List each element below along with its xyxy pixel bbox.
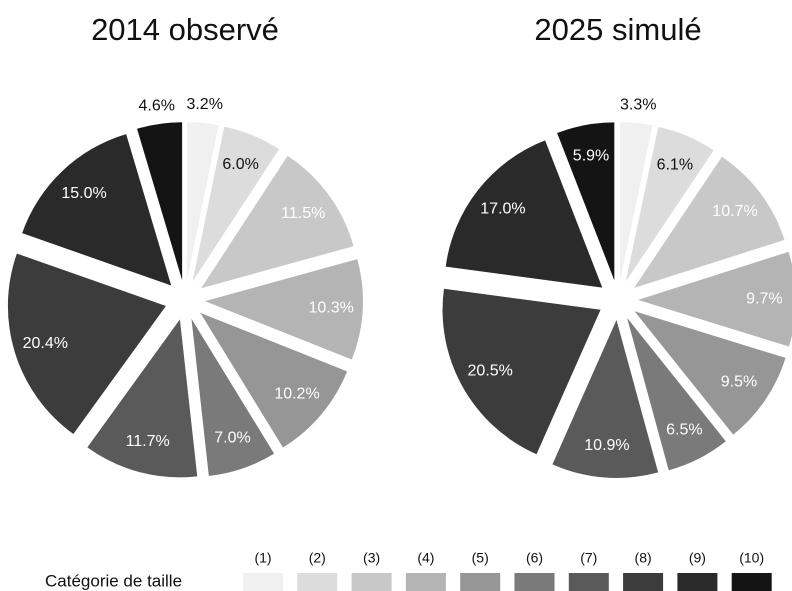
slice-label: 11.5% <box>281 205 325 222</box>
pie-slice <box>87 319 198 478</box>
slice-label: 7.0% <box>214 430 250 447</box>
slice-label: 6.5% <box>666 422 702 439</box>
legend-label: (4) <box>417 550 434 566</box>
legend-swatch <box>731 573 772 591</box>
slice-label: 10.3% <box>308 299 353 316</box>
slice-label: 10.7% <box>712 203 757 220</box>
legend-label: (7) <box>580 550 597 566</box>
pie-slice <box>445 140 603 288</box>
pie-slice <box>442 288 601 455</box>
legend-swatch <box>243 573 283 591</box>
pie-slice <box>187 122 219 281</box>
slice-label: 20.5% <box>468 363 513 380</box>
slice-label: 11.7% <box>126 433 170 450</box>
pie-slice <box>634 311 786 435</box>
legend-title: Catégorie de taille <box>45 571 182 590</box>
legend-swatch <box>460 573 501 591</box>
pie-slice <box>633 156 785 288</box>
legend-label: (6) <box>526 550 543 566</box>
pie-slice <box>22 134 172 286</box>
slice-label: 3.3% <box>620 96 656 113</box>
legend-swatch <box>677 573 718 591</box>
pie-slice <box>620 122 653 281</box>
legend-label: (3) <box>363 550 380 566</box>
pie-slice <box>557 122 615 281</box>
legend-label: (5) <box>472 550 489 566</box>
pie-slice <box>552 319 659 478</box>
slice-label: 6.0% <box>222 156 258 173</box>
slice-label: 9.5% <box>721 374 757 391</box>
slice-label: 6.1% <box>657 156 693 173</box>
slice-label: 5.9% <box>573 147 609 164</box>
legend-label: (2) <box>309 550 326 566</box>
legend-label: (10) <box>739 550 764 566</box>
pie-slice <box>204 259 363 360</box>
pie-slice <box>192 126 280 282</box>
pie-title: 2014 observé <box>91 12 279 47</box>
pie-slice <box>7 253 166 435</box>
pie-slice <box>625 126 714 282</box>
pie-slice <box>627 317 726 471</box>
pie-title: 2025 simulé <box>534 12 701 47</box>
slice-label: 3.2% <box>186 96 222 113</box>
legend-swatch <box>514 573 555 591</box>
slice-label: 15.0% <box>61 185 106 202</box>
slice-label: 9.7% <box>746 291 782 308</box>
slice-label: 4.6% <box>139 97 175 114</box>
pie-slice <box>137 122 183 281</box>
legend-label: (1) <box>254 550 271 566</box>
pie-slice <box>200 312 348 448</box>
legend-swatch <box>623 573 664 591</box>
legend-swatch <box>568 573 609 591</box>
legend-label: (9) <box>689 550 706 566</box>
pie-slice <box>638 251 792 347</box>
pie-slice <box>191 318 275 476</box>
slice-label: 10.2% <box>274 385 319 402</box>
slice-label: 20.4% <box>23 335 68 352</box>
slice-label: 10.9% <box>584 437 629 454</box>
legend-swatch <box>297 573 338 591</box>
legend-label: (8) <box>635 550 652 566</box>
pie-slice <box>201 155 354 289</box>
legend-swatch <box>405 573 446 591</box>
slice-label: 17.0% <box>480 201 525 218</box>
legend-swatch <box>351 573 392 591</box>
